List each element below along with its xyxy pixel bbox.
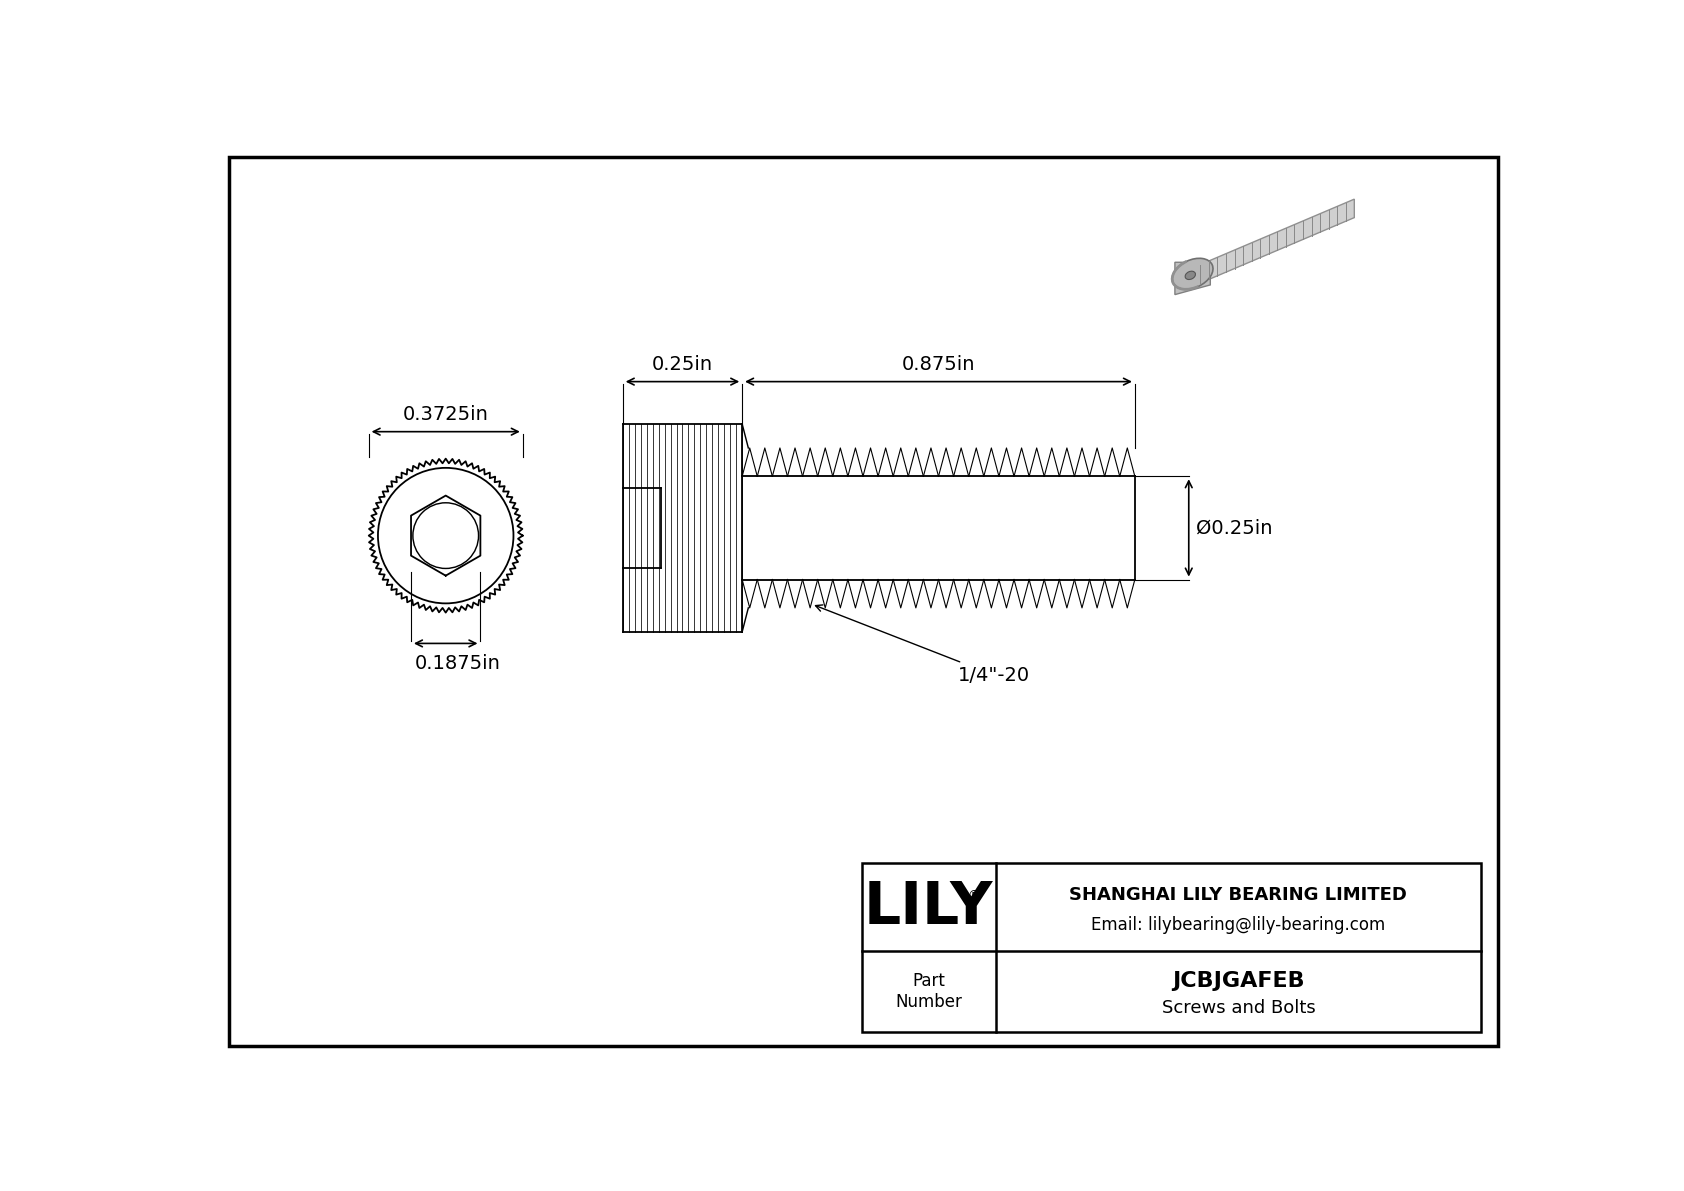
Text: 0.25in: 0.25in [652,355,712,374]
Text: 0.3725in: 0.3725in [402,405,488,424]
Text: 1/4"-20: 1/4"-20 [815,605,1031,685]
Text: Ø0.25in: Ø0.25in [1196,518,1273,537]
Text: JCBJGAFEB: JCBJGAFEB [1172,971,1305,991]
Text: ®: ® [967,890,980,903]
Text: Screws and Bolts: Screws and Bolts [1162,999,1315,1017]
Text: 0.875in: 0.875in [901,355,975,374]
Text: Part
Number: Part Number [896,972,962,1011]
Text: Email: lilybearing@lily-bearing.com: Email: lilybearing@lily-bearing.com [1091,916,1386,934]
Text: 0.1875in: 0.1875in [414,654,500,673]
Text: SHANGHAI LILY BEARING LIMITED: SHANGHAI LILY BEARING LIMITED [1069,886,1408,904]
Polygon shape [1201,199,1354,283]
Ellipse shape [1172,258,1212,289]
Ellipse shape [1186,272,1196,280]
Text: LILY: LILY [864,879,994,936]
Bar [862,862,1480,1033]
Polygon shape [1175,262,1211,294]
